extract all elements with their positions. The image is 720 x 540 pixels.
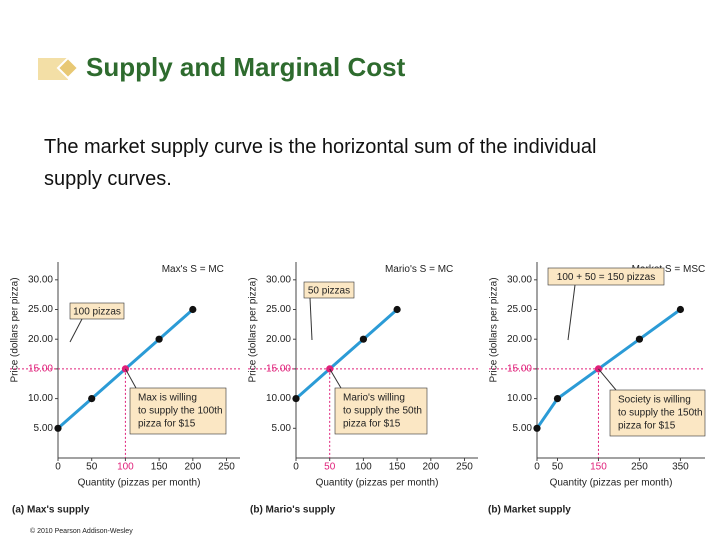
annotation-text: to supply the 100th: [138, 406, 223, 417]
annotation-text: to supply the 150th: [618, 408, 703, 419]
copyright: © 2010 Pearson Addison-Wesley: [30, 527, 133, 535]
x-tick-label: 100: [117, 462, 134, 473]
annotation-box: [547, 267, 665, 286]
slide-title: Supply and Marginal Cost: [86, 52, 406, 82]
x-tick-label: 250: [631, 462, 648, 473]
x-tick-label: 0: [293, 462, 299, 473]
y-tick-label: 20.00: [507, 334, 532, 345]
x-tick-label: 250: [218, 462, 235, 473]
title-diamond: [56, 56, 80, 80]
leader-line: [598, 368, 617, 391]
x-tick-label: 200: [422, 462, 439, 473]
annotation-box: [609, 389, 706, 437]
curve-label: Max's S = MC: [162, 264, 224, 275]
annotation-box: [129, 387, 227, 435]
annotation-text: pizza for $15: [618, 421, 676, 432]
supply-point: [88, 395, 96, 403]
supply-point: [54, 424, 62, 432]
y-tick-label: 25.00: [507, 304, 532, 315]
x-tick-label: 0: [534, 462, 540, 473]
supply-point: [292, 395, 300, 403]
supply-point: [676, 305, 685, 314]
leader-line: [329, 368, 342, 389]
annotation-text: 50 pizzas: [308, 286, 350, 297]
y-tick-label: 25.00: [28, 304, 53, 315]
y-axis-label: Price (dollars per pizza): [489, 277, 500, 382]
supply-point: [533, 424, 541, 432]
annotation-box: [334, 387, 428, 435]
annotation-text: pizza for $15: [138, 419, 196, 430]
x-tick-label: 350: [672, 462, 689, 473]
y-tick-label: 30.00: [28, 274, 53, 285]
y-tick-label: 10.00: [28, 393, 53, 404]
supply-point: [393, 305, 401, 314]
chart-caption: (b) Mario's supply: [250, 505, 336, 516]
x-tick-label: 100: [355, 462, 372, 473]
annotation-box: [303, 281, 355, 299]
curve-label: Market S = MSC: [632, 264, 706, 275]
y-tick-label: 5.00: [513, 423, 533, 434]
leader-line: [124, 368, 137, 389]
y-tick-label: 25.00: [266, 304, 291, 315]
x-tick-label: 200: [184, 462, 201, 473]
y-tick-label: 15.00: [266, 364, 291, 375]
annotation-box: [69, 302, 125, 320]
chart-caption: (a) Max's supply: [12, 505, 90, 516]
x-tick-label: 0: [55, 462, 61, 473]
annotation-text: pizza for $15: [343, 419, 401, 430]
y-tick-label: 20.00: [28, 334, 53, 345]
y-axis-label: Price (dollars per pizza): [248, 277, 259, 382]
title-bar: [38, 58, 68, 80]
supply-point: [155, 335, 163, 343]
supply-point: [553, 395, 562, 403]
supply-curve: [295, 308, 399, 400]
leader-line: [69, 318, 83, 343]
x-tick-label: 50: [324, 462, 336, 473]
annotation-text: 100 pizzas: [73, 307, 121, 318]
y-tick-label: 10.00: [507, 393, 532, 404]
annotation-text: Mario's willing: [343, 393, 405, 404]
x-axis-label: Quantity (pizzas per month): [78, 478, 201, 489]
x-tick-label: 150: [151, 462, 168, 473]
x-tick-label: 250: [456, 462, 473, 473]
curve-label: Mario's S = MC: [385, 264, 453, 275]
x-tick-label: 50: [552, 462, 564, 473]
body-text: The market supply curve is the horizonta…: [44, 136, 597, 190]
y-tick-label: 30.00: [507, 274, 532, 285]
x-axis-label: Quantity (pizzas per month): [316, 478, 439, 489]
annotation-text: 100 + 50 = 150 pizzas: [557, 272, 655, 283]
x-tick-label: 150: [389, 462, 406, 473]
y-tick-label: 30.00: [266, 274, 291, 285]
y-tick-label: 15.00: [507, 364, 532, 375]
y-tick-label: 10.00: [266, 393, 291, 404]
supply-point: [359, 335, 368, 343]
x-tick-label: 150: [590, 462, 607, 473]
leader-line: [567, 284, 576, 341]
y-tick-label: 5.00: [272, 423, 292, 434]
supply-point: [635, 335, 644, 343]
y-tick-label: 15.00: [28, 364, 53, 375]
leader-line: [309, 297, 313, 341]
annotation-text: Max is willing: [138, 393, 197, 404]
annotation-text: to supply the 50th: [343, 406, 422, 417]
y-tick-label: 20.00: [266, 334, 291, 345]
supply-point: [189, 305, 197, 314]
y-tick-label: 5.00: [34, 423, 54, 434]
x-tick-label: 50: [86, 462, 98, 473]
x-axis-label: Quantity (pizzas per month): [550, 478, 673, 489]
annotation-text: Society is willing: [618, 395, 691, 406]
chart-caption: (b) Market supply: [488, 505, 571, 516]
y-axis-label: Price (dollars per pizza): [10, 277, 21, 382]
